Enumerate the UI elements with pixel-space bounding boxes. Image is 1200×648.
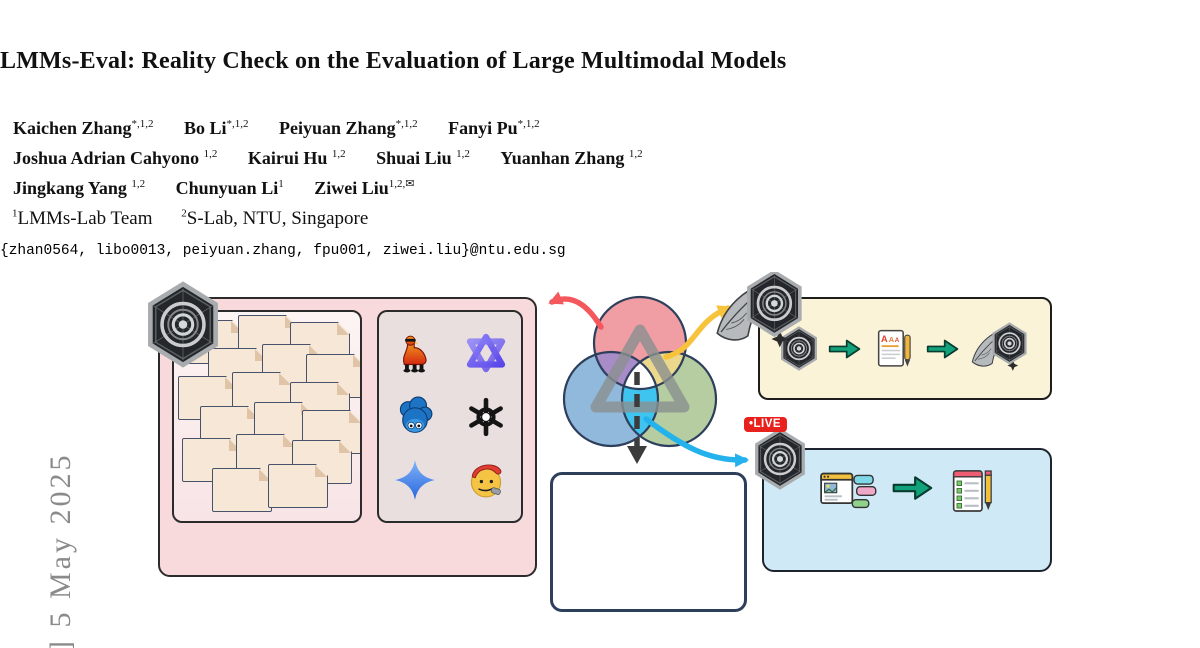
lmms-eval-logo-icon: [144, 281, 222, 368]
author: Chunyuan Li1: [175, 178, 284, 198]
flame-camel-icon: [402, 335, 427, 373]
svg-text:A: A: [881, 334, 888, 344]
triangle-logo: [590, 324, 690, 413]
affiliations: 1LMMs-Lab Team 2S-Lab, NTU, Singapore: [0, 208, 1200, 230]
green-arrow-icon: [828, 339, 861, 358]
lmms-eval-live-box: [762, 448, 1052, 572]
author: Yuanhan Zhang 1,2: [500, 148, 643, 168]
svg-text:A: A: [895, 337, 900, 344]
gemini-star-icon: [394, 460, 435, 501]
task-checklist-icon: [952, 470, 992, 512]
author: Shuai Liu 1,2: [376, 148, 470, 168]
lmms-eval-lite-logo-icon: [716, 272, 802, 349]
web-conversation-icon: [820, 472, 877, 509]
author: Bo Li*,1,2: [184, 118, 249, 138]
author: Peiyuan Zhang*,1,2: [279, 118, 418, 138]
author: Jingkang Yang 1,2: [13, 178, 146, 198]
affiliation: 2S-Lab, NTU, Singapore: [181, 208, 369, 230]
green-arrow-icon: [926, 339, 959, 358]
emoji-mascot-icon: [470, 464, 501, 498]
author: Kaichen Zhang*,1,2: [13, 118, 154, 138]
green-arrow-icon: [892, 476, 933, 500]
document-icon: [268, 464, 328, 508]
contact-email: {zhan0564, libo0013, peiyuan.zhang, fpu0…: [0, 243, 566, 259]
author: Fanyi Pu*,1,2: [448, 118, 540, 138]
svg-text:A: A: [889, 335, 895, 344]
lmms-eval-live-logo-icon: [755, 428, 805, 490]
author-line-2: Joshua Adrian Cahyono 1,2 Kairui Hu 1,2 …: [0, 148, 1200, 169]
author: Ziwei Liu1,2,✉: [314, 178, 415, 198]
live-badge: •LIVE: [744, 417, 788, 432]
affiliation: 1LMMs-Lab Team: [12, 208, 153, 230]
purple-knot-icon: [466, 333, 505, 372]
result-placeholder-box: [550, 472, 747, 612]
openai-logo-icon: [468, 397, 503, 436]
author-line-1: Kaichen Zhang*,1,2 Bo Li*,1,2 Peiyuan Zh…: [0, 118, 1200, 139]
paper-title: LMMs-Eval: Reality Check on the Evaluati…: [0, 48, 787, 74]
lmms-eval-lite-box: A A A: [758, 297, 1052, 400]
lmms-eval-lite-logo-icon: [971, 322, 1027, 371]
author: Kairui Hu 1,2: [247, 148, 346, 168]
doc-and-pen-icon: A A A: [877, 329, 911, 367]
author: Joshua Adrian Cahyono 1,2: [13, 148, 218, 168]
arxiv-date-banner: ] 5 May 2025: [44, 452, 77, 648]
blue-monster-icon: [399, 395, 432, 433]
blue-arrow: [643, 416, 749, 468]
red-arrow: [548, 291, 604, 330]
document-icon: [212, 468, 272, 512]
model-logos-panel: [377, 310, 523, 523]
author-line-3: Jingkang Yang 1,2 Chunyuan Li1 Ziwei Liu…: [0, 177, 1200, 199]
